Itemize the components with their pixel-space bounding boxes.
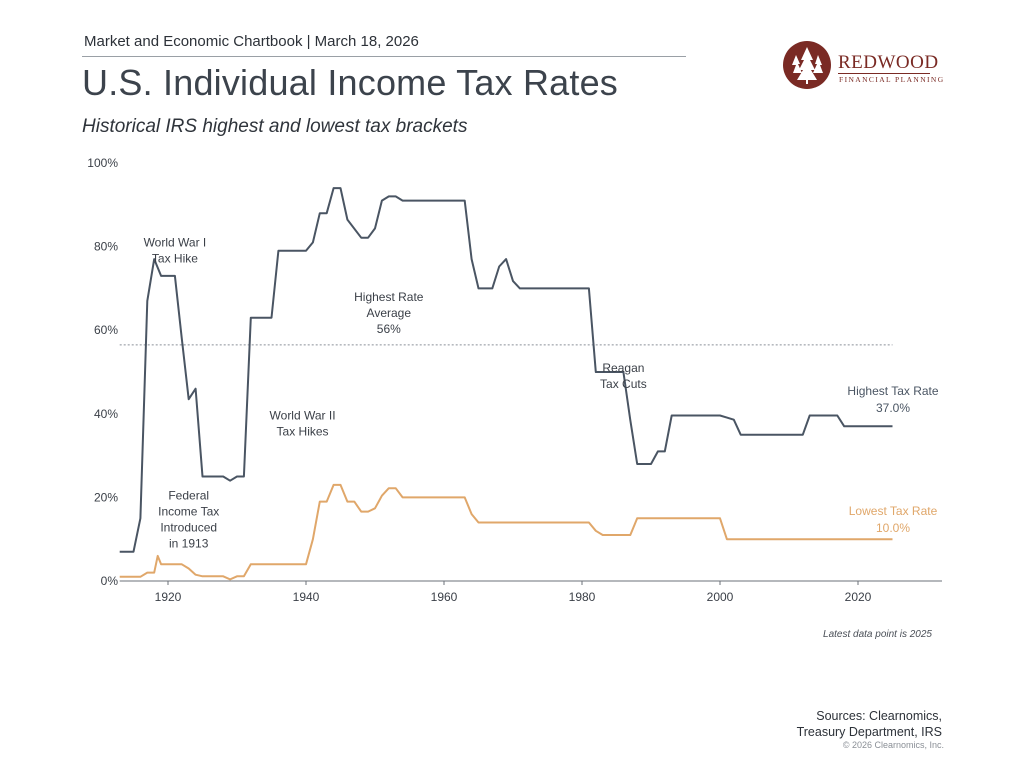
y-tick-label: 100% bbox=[87, 156, 118, 170]
chart-annotation: Highest Rate Average 56% bbox=[354, 290, 424, 336]
sources-line-2: Treasury Department, IRS bbox=[796, 725, 942, 739]
latest-data-note: Latest data point is 2025 bbox=[823, 629, 932, 640]
page-title: U.S. Individual Income Tax Rates bbox=[82, 62, 618, 103]
chart-annotation: World War II Tax Hikes bbox=[270, 409, 336, 439]
page-subtitle: Historical IRS highest and lowest tax br… bbox=[82, 116, 468, 137]
header-divider bbox=[82, 56, 686, 57]
x-tick-label: 2000 bbox=[707, 590, 734, 604]
chart-annotation: Reagan Tax Cuts bbox=[600, 361, 647, 391]
logo-rule bbox=[838, 73, 930, 74]
sources-line-1: Sources: Clearnomics, bbox=[816, 709, 942, 723]
chartbook-kicker: Market and Economic Chartbook | March 18… bbox=[84, 33, 419, 50]
x-tick-label: 2020 bbox=[845, 590, 872, 604]
lowest-rate-line bbox=[119, 483, 893, 581]
logo-brand: REDWOOD bbox=[838, 52, 939, 73]
y-tick-label: 40% bbox=[94, 407, 118, 421]
redwood-logo: REDWOOD FINANCIAL PLANNING bbox=[780, 40, 950, 92]
chart-annotation: Federal Income Tax Introduced in 1913 bbox=[158, 488, 219, 550]
x-tick-label: 1940 bbox=[293, 590, 320, 604]
x-tick-label: 1980 bbox=[569, 590, 596, 604]
y-tick-label: 60% bbox=[94, 323, 118, 337]
chart-annotation: World War I Tax Hike bbox=[144, 236, 207, 266]
x-tick-label: 1920 bbox=[155, 590, 182, 604]
sources-note: Sources: Clearnomics, Treasury Departmen… bbox=[700, 708, 942, 740]
copyright: © 2026 Clearnomics, Inc. bbox=[842, 740, 944, 750]
series-group bbox=[119, 187, 893, 581]
series-end-labels: Highest Tax Rate 37.0% Lowest Tax Rate 10.0… bbox=[847, 384, 938, 535]
x-tick-label: 1960 bbox=[431, 590, 458, 604]
highest-rate-line bbox=[119, 187, 893, 553]
redwood-trees-icon bbox=[783, 41, 831, 89]
lowest-rate-label: Lowest Tax Rate 10.0% bbox=[849, 504, 938, 535]
x-axis-ticks: 1920 1940 1960 1980 2000 2020 bbox=[155, 581, 872, 604]
y-axis-ticks: 0% 20% 40% 60% 80% 100% bbox=[87, 156, 118, 588]
logo-tagline: FINANCIAL PLANNING bbox=[839, 75, 945, 84]
highest-rate-label: Highest Tax Rate 37.0% bbox=[847, 384, 938, 415]
y-tick-label: 80% bbox=[94, 240, 118, 254]
y-tick-label: 0% bbox=[101, 574, 119, 588]
y-tick-label: 20% bbox=[94, 490, 118, 504]
annotations-group: World War I Tax Hike World War II Tax Hikes… bbox=[144, 236, 647, 551]
